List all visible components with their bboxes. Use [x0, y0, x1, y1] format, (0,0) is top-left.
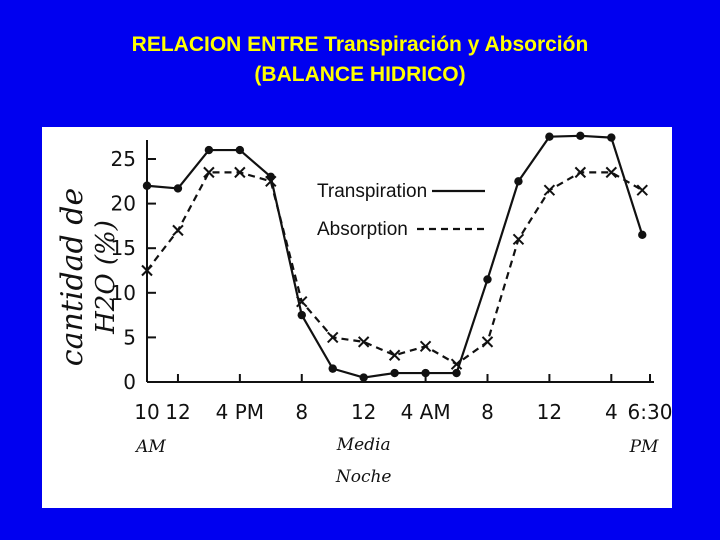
x-tick-label: 4 PM — [216, 400, 264, 424]
data-point-absorption — [450, 358, 463, 370]
x-tick-label: 8 — [481, 400, 494, 424]
x-tick-label: 6:30 — [628, 400, 672, 424]
data-point-absorption — [574, 166, 587, 179]
data-point-absorption — [388, 349, 401, 361]
data-point-transpiration — [545, 132, 554, 141]
data-point-transpiration — [266, 172, 276, 182]
data-point-transpiration — [204, 145, 214, 155]
x-sublabel: Media — [336, 435, 391, 455]
data-point-transpiration — [421, 368, 430, 378]
chart-panel: 0 5 10 15 20 25 10 12 4 PM 8 12 4 AM 8 12 4 6:30 AM Media… — [42, 127, 672, 508]
x-tick-label: 8 — [295, 400, 308, 424]
x-tick-label: 12 — [537, 400, 562, 424]
data-point-transpiration — [142, 181, 152, 190]
data-point-transpiration — [390, 368, 399, 378]
slide-title-line1: RELACION ENTRE Transpiración y Absorción — [131, 33, 589, 56]
data-point-transpiration — [607, 133, 616, 142]
x-sublabel: Noche — [335, 467, 392, 487]
y-tick-label: 20 — [111, 192, 136, 216]
legend-label-transpiration: Transpiration — [317, 181, 427, 202]
data-point-transpiration — [359, 373, 368, 382]
data-point-absorption — [203, 166, 215, 179]
data-point-absorption — [357, 336, 370, 348]
y-tick-label: 15 — [111, 236, 136, 260]
slide-title-line2: (BALANCE HIDRICO) — [254, 63, 466, 86]
data-point-absorption — [234, 166, 246, 179]
x-tick-label: 12 — [165, 400, 190, 424]
y-tick-label: 10 — [111, 281, 136, 305]
data-point-absorption — [543, 184, 556, 196]
x-tick-label: 4 AM — [401, 400, 451, 424]
y-axis-label-line2: H2O (%) — [91, 220, 121, 335]
series-line-transpiration — [146, 134, 644, 379]
data-point-transpiration — [638, 230, 647, 240]
x-tick-label: 10 — [134, 400, 159, 424]
data-point-transpiration — [328, 364, 337, 373]
data-point-absorption — [512, 233, 525, 245]
x-tick-label: 12 — [351, 400, 376, 424]
series-line-absorption — [146, 171, 643, 366]
x-sublabel: PM — [629, 437, 659, 457]
x-sublabel: AM — [134, 437, 166, 457]
data-point-absorption — [141, 264, 153, 277]
data-point-absorption — [265, 175, 277, 188]
x-tick-label: 4 — [605, 400, 618, 424]
data-point-absorption — [172, 224, 184, 237]
data-point-absorption — [419, 340, 432, 353]
y-axis-label-line1: cantidad de — [55, 188, 90, 366]
data-point-absorption — [605, 166, 618, 179]
data-point-transpiration — [297, 310, 306, 320]
data-point-absorption — [481, 336, 494, 348]
data-point-transpiration — [452, 368, 461, 378]
data-point-transpiration — [235, 145, 245, 155]
data-point-transpiration — [483, 275, 492, 284]
y-tick-label: 0 — [123, 370, 136, 394]
data-point-absorption — [327, 331, 339, 344]
y-tick-label: 5 — [123, 325, 136, 349]
y-tick-label: 25 — [111, 147, 136, 171]
data-point-transpiration — [514, 177, 523, 186]
data-point-absorption — [636, 184, 648, 196]
data-point-transpiration — [173, 184, 183, 193]
data-point-transpiration — [576, 131, 585, 141]
legend-label-absorption: Absorption — [317, 219, 408, 240]
data-point-absorption — [296, 296, 308, 308]
